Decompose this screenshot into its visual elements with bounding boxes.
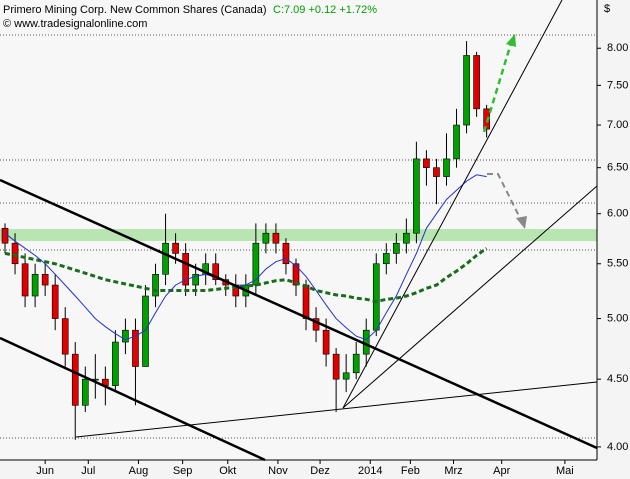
y-tick-label: 5.00 [607,312,628,324]
x-tick-label: Mrz [444,465,462,477]
arrow-head [506,34,516,47]
candle-body [192,274,199,286]
candle-body [212,263,220,280]
candle-body [172,242,179,254]
candle-body [322,329,330,355]
x-tick-label: Mai [556,465,574,477]
candle-body [423,158,430,168]
candle-body [483,108,490,130]
candle-body [352,353,360,374]
y-tick-label: 7.50 [607,79,628,91]
trendline [342,0,563,409]
x-tick-label: Feb [401,465,420,477]
x-tick-label: Okt [219,465,236,477]
candle-body [152,274,159,297]
candle-body [11,242,19,265]
candle-body [332,353,340,380]
y-tick-label: 8.00 [607,42,628,54]
forecast-arrow [487,173,523,223]
candle-body [262,232,270,244]
x-tick-label: Dez [310,465,330,477]
trendline [0,178,598,450]
candle-body [51,284,59,319]
x-tick-label: Jul [81,465,95,477]
candle-body [372,263,380,331]
level-lines [0,34,597,439]
candle-body [112,341,119,386]
candle-body [122,329,129,343]
candle-body [162,242,169,275]
candle-body [453,124,460,160]
candle-body [182,253,189,286]
candle-body [302,284,310,319]
x-tick-label: 2014 [358,465,382,477]
chart-title: Primero Mining Corp. New Common Shares (… [3,4,266,16]
x-tick-label: Nov [268,465,288,477]
x-tick-label: Apr [493,465,510,477]
candle-body [403,232,410,244]
candle-body [342,372,350,380]
moving-average [4,174,487,341]
moving-average [4,247,488,304]
y-tick-label: 6.00 [607,208,628,220]
candle-body [382,253,390,265]
x-tick-label: Jun [36,465,54,477]
support-zone [0,229,597,241]
candle-body [413,158,420,234]
candle-body [142,295,149,367]
y-tick-label: 6.50 [607,162,628,174]
y-tick-label: 4.50 [607,373,628,385]
currency: $ [604,3,610,15]
candle-body [61,318,69,355]
candle-body [393,242,400,254]
candle-body [71,353,79,406]
candle-body [252,242,260,286]
candle-body [1,227,9,244]
source: © www.tradesignalonline.com [3,18,147,30]
y-tick-label: 4.00 [607,441,628,453]
candle-body [41,274,49,286]
candle-body [463,55,470,126]
forecast-arrow [482,39,514,133]
arrow-head [516,216,527,229]
candle-body [443,158,450,177]
quote: C:7.09 +0.12 +1.72% [273,4,377,16]
candle-body [31,274,39,297]
candle-body [21,263,29,297]
y-tick-label: 5.50 [607,258,628,270]
trendline [342,185,598,409]
trendline [0,336,266,462]
trendlines [0,0,598,462]
candle-body [292,263,300,286]
candle-body [282,242,290,265]
x-tick-label: Aug [129,465,149,477]
candle-body [132,329,139,367]
header-bg [0,0,290,30]
candle-body [81,378,89,406]
x-tick-label: Sep [173,465,193,477]
y-tick-label: 7.00 [607,119,628,131]
candle-body [473,55,480,110]
trendline [75,381,598,438]
candle-body [272,232,280,244]
candle-body [433,167,440,177]
